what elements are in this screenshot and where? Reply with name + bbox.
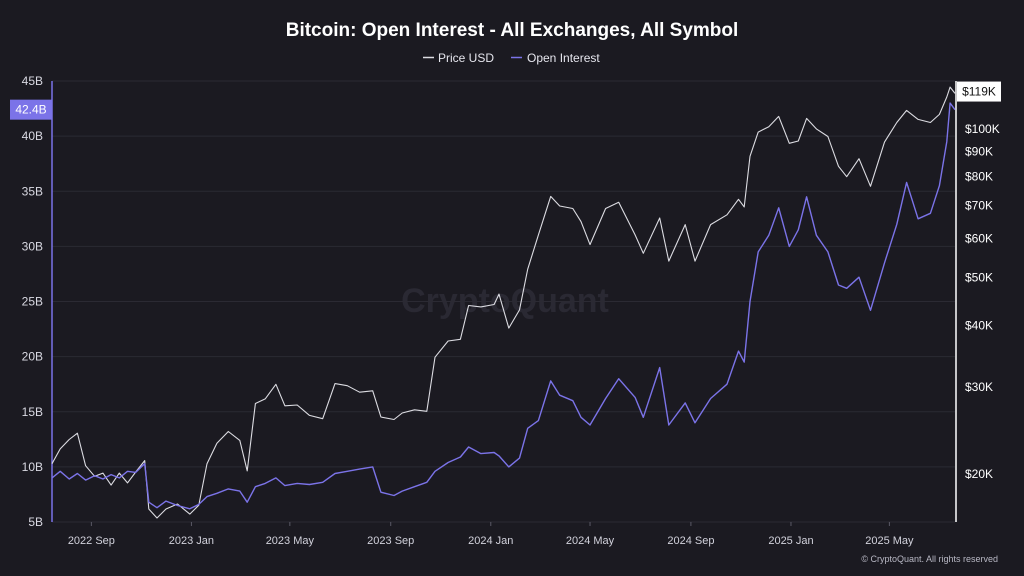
series-line-open-interest	[51, 102, 956, 510]
x-tick-label: 2022 Sep	[68, 535, 115, 547]
x-tick-label: 2024 May	[566, 535, 615, 547]
right-tick-label: $100K	[965, 122, 1000, 136]
gridlines	[52, 80, 955, 523]
legend-item-open-interest[interactable]: Open Interest	[511, 51, 600, 65]
right-tick-label: $90K	[965, 144, 993, 158]
chart-title: Bitcoin: Open Interest - All Exchanges, …	[286, 20, 739, 41]
series-line-price-usd	[51, 86, 956, 519]
left-tick-label: 35B	[22, 184, 43, 198]
left-axis-ticks: 5B 10B 15B 20B 25B 30B 35B 40B 45B	[22, 74, 43, 529]
left-tick-label: 40B	[22, 129, 43, 143]
legend: Price USD Open Interest	[423, 51, 600, 65]
copyright: © CryptoQuant. All rights reserved	[861, 554, 998, 564]
legend-label-price: Price USD	[438, 51, 494, 65]
right-tick-label: $70K	[965, 198, 993, 212]
left-current-badge-bg	[10, 99, 52, 120]
right-current-value: $119K	[962, 85, 996, 99]
x-axis-ticks: 2022 Sep 2023 Jan 2023 May 2023 Sep 2024 Jan…	[68, 522, 914, 547]
right-tick-label: $60K	[965, 231, 993, 245]
x-tick-label: 2024 Jan	[468, 535, 513, 547]
x-tick-label: 2023 Sep	[367, 535, 414, 547]
right-axis-ticks: $20K $30K $40K $50K $60K $70K $80K $90K $100K	[965, 122, 1000, 481]
x-tick-label: 2025 May	[865, 535, 914, 547]
x-tick-label: 2025 Jan	[768, 535, 813, 547]
left-tick-label: 15B	[22, 405, 43, 419]
left-tick-label: 45B	[22, 74, 43, 88]
left-tick-label: 25B	[22, 295, 43, 309]
left-current-value: 42.4B	[15, 103, 46, 117]
x-tick-label: 2024 Sep	[667, 535, 714, 547]
right-tick-label: $40K	[965, 318, 993, 332]
legend-item-price[interactable]: Price USD	[423, 51, 494, 65]
right-tick-label: $20K	[965, 467, 993, 481]
left-tick-label: 10B	[22, 460, 43, 474]
right-current-badge: $119K	[957, 81, 1001, 102]
left-tick-label: 20B	[22, 350, 43, 364]
x-tick-label: 2023 Jan	[169, 535, 214, 547]
left-tick-label: 30B	[22, 239, 43, 253]
left-tick-label: 5B	[28, 515, 43, 529]
right-tick-label: $80K	[965, 170, 993, 184]
x-tick-label: 2023 May	[266, 535, 315, 547]
legend-label-open-interest: Open Interest	[527, 51, 600, 65]
right-tick-label: $50K	[965, 271, 993, 285]
series-lines	[51, 86, 956, 519]
right-current-badge-bg	[957, 81, 1001, 102]
left-current-badge: 42.4B	[10, 99, 52, 120]
right-tick-label: $30K	[965, 380, 993, 394]
